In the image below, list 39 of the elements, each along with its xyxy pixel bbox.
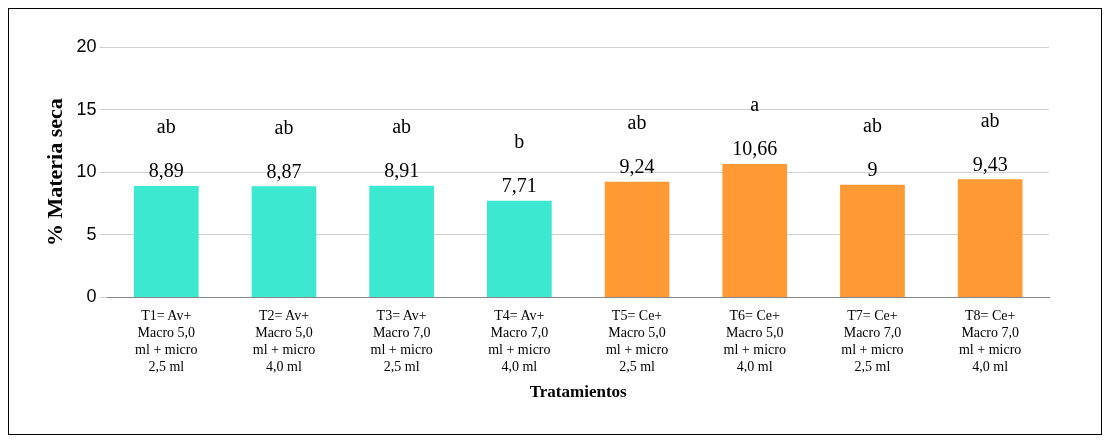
annotation: ab [392,115,412,138]
data-label: 9 [867,157,878,180]
y-axis-title: % Materia seca [41,98,67,247]
data-label: 8,87 [266,159,302,182]
x-tick-label: T6= Ce+ Macro 5,0 ml + micro 4,0 ml [723,308,786,374]
y-tick-label: 0 [86,286,97,307]
annotation: b [514,130,525,153]
annotation: ab [627,110,647,133]
x-tick-label: T2= Av+ Macro 5,0 ml + micro 4,0 ml [252,308,316,374]
y-tick-label: 10 [76,161,97,182]
bar [251,186,317,297]
data-label: 8,89 [148,159,184,182]
data-label: 9,24 [619,154,655,177]
annotation: ab [156,115,176,138]
bar [133,186,199,297]
annotation: ab [863,113,882,136]
x-tick-label: T8= Ce+ Macro 7,0 ml + micro 4,0 ml [958,308,1022,374]
bar [369,185,435,297]
y-tick-label: 15 [76,98,97,119]
bar [722,163,788,297]
x-axis-title: Tratamientos [529,382,628,402]
x-tick-label: T1= Av+ Macro 5,0 ml + micro 2,5 ml [135,308,198,374]
bar [840,184,905,297]
bar [957,179,1023,297]
annotation: ab [274,115,294,138]
bar [487,200,552,297]
x-tick-label: T4= Av+ Macro 7,0 ml + micro 4,0 ml [488,308,551,374]
data-label: 7,71 [501,174,537,197]
x-tick-label: T7= Ce+ Macro 7,0 ml + micro 2,5 ml [841,308,904,374]
x-tick-label: T3= Av+ Macro 7,0 ml + micro 2,5 ml [370,308,433,374]
y-tick-label: 20 [76,35,97,56]
data-label: 10,66 [732,137,778,160]
bar [604,181,670,297]
annotation: a [750,93,760,116]
annotation: ab [980,108,1000,131]
data-label: 8,91 [384,159,420,182]
data-label: 9,43 [972,152,1008,175]
y-tick-label: 5 [86,223,97,244]
x-tick-label: T5= Ce+ Macro 5,0 ml + micro 2,5 ml [605,308,669,374]
